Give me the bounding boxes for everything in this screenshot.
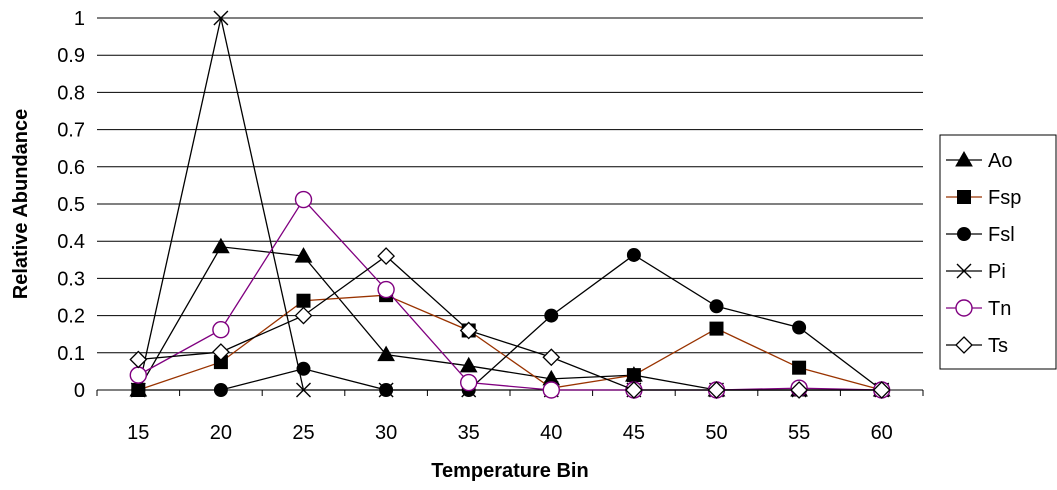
legend-marker bbox=[957, 227, 971, 241]
legend-items: Ao Fsp Fsl Pi Tn Ts bbox=[946, 150, 1021, 357]
y-tick-label: 0.9 bbox=[57, 45, 85, 67]
series-fsl bbox=[131, 247, 889, 397]
legend-marker bbox=[957, 190, 971, 204]
legend: Ao Fsp Fsl Pi Tn Ts bbox=[939, 134, 1057, 370]
legend-label: Ts bbox=[988, 335, 1008, 357]
x-tick-label: 20 bbox=[210, 422, 232, 444]
series-line bbox=[137, 246, 882, 391]
series-tn bbox=[129, 190, 891, 399]
data-point bbox=[377, 247, 396, 265]
data-point bbox=[213, 383, 228, 397]
data-point bbox=[872, 381, 891, 399]
data-point bbox=[129, 366, 148, 384]
series-line bbox=[138, 254, 883, 391]
data-point bbox=[626, 368, 641, 383]
y-tick-label: 0.3 bbox=[57, 268, 85, 290]
data-point bbox=[709, 299, 724, 314]
series-line bbox=[138, 255, 882, 391]
data-point bbox=[296, 382, 311, 398]
legend-marker bbox=[955, 150, 973, 167]
y-axis-title: Relative Abundance bbox=[10, 109, 32, 299]
data-point bbox=[707, 381, 726, 399]
legend-marker bbox=[955, 299, 973, 317]
data-point bbox=[294, 247, 313, 263]
series-layer bbox=[129, 10, 891, 399]
data-point bbox=[460, 373, 478, 392]
data-point bbox=[790, 381, 809, 399]
series-ao bbox=[129, 237, 891, 397]
y-tick-label: 0 bbox=[74, 380, 85, 402]
legend-marker bbox=[956, 263, 972, 279]
x-tick-label: 55 bbox=[788, 422, 810, 444]
legend-label: Tn bbox=[988, 298, 1011, 320]
x-tick-label: 35 bbox=[458, 422, 480, 444]
y-tick-label: 0.5 bbox=[57, 194, 85, 216]
series-line bbox=[138, 294, 882, 391]
x-tick-label: 40 bbox=[540, 422, 562, 444]
legend-marker bbox=[955, 336, 973, 354]
x-tick-label: 60 bbox=[871, 422, 893, 444]
x-tick-label: 15 bbox=[127, 422, 149, 444]
data-point bbox=[542, 381, 560, 399]
data-point bbox=[377, 345, 395, 362]
legend-item: Pi bbox=[946, 261, 1006, 283]
x-tick-label: 30 bbox=[375, 422, 397, 444]
legend-label: Ao bbox=[988, 150, 1012, 172]
y-axis-ticks: 0 0.1 0.2 0.3 0.4 0.5 0.6 0.7 0.8 0.9 1 bbox=[57, 8, 85, 402]
legend-item: Ao bbox=[946, 150, 1012, 172]
legend-label: Fsl bbox=[988, 224, 1015, 246]
data-point bbox=[459, 356, 478, 373]
data-point bbox=[542, 348, 561, 367]
legend-label: Pi bbox=[988, 261, 1006, 283]
data-point bbox=[626, 247, 641, 262]
x-tick-label: 45 bbox=[623, 422, 645, 444]
data-point bbox=[459, 321, 478, 340]
data-point bbox=[211, 343, 230, 361]
data-point bbox=[544, 308, 559, 323]
x-axis-ticks: 15 20 25 30 35 40 45 50 55 60 bbox=[96, 390, 924, 444]
data-point bbox=[709, 321, 724, 336]
y-tick-label: 0.1 bbox=[57, 343, 85, 365]
data-point bbox=[213, 10, 229, 26]
series-fsp bbox=[131, 288, 889, 397]
y-tick-label: 0.7 bbox=[57, 120, 85, 142]
data-point bbox=[130, 382, 146, 398]
data-point bbox=[129, 350, 148, 369]
x-axis-title: Temperature Bin bbox=[431, 460, 588, 482]
data-point bbox=[296, 293, 311, 308]
legend-item: Fsp bbox=[946, 187, 1021, 209]
series-ts bbox=[129, 247, 891, 399]
x-tick-label: 50 bbox=[705, 422, 727, 444]
series-line bbox=[137, 198, 882, 391]
legend-item: Fsl bbox=[946, 224, 1015, 246]
data-point bbox=[792, 320, 807, 335]
legend-box bbox=[939, 134, 1057, 370]
legend-label: Fsp bbox=[988, 187, 1021, 209]
data-point bbox=[212, 237, 230, 254]
data-point bbox=[213, 355, 228, 370]
data-point bbox=[792, 360, 807, 375]
y-tick-label: 0.4 bbox=[57, 231, 85, 253]
data-point bbox=[624, 381, 643, 399]
data-point bbox=[378, 382, 394, 398]
y-tick-label: 0.8 bbox=[57, 82, 85, 104]
gridlines bbox=[97, 17, 923, 354]
legend-item: Tn bbox=[946, 298, 1011, 320]
data-point bbox=[294, 190, 313, 209]
data-point bbox=[212, 321, 230, 339]
data-point bbox=[294, 306, 313, 325]
y-tick-label: 1 bbox=[74, 8, 85, 30]
y-tick-label: 0.6 bbox=[57, 157, 85, 179]
x-tick-label: 25 bbox=[292, 422, 314, 444]
legend-item: Ts bbox=[946, 335, 1008, 357]
data-point bbox=[377, 280, 395, 299]
y-tick-label: 0.2 bbox=[57, 306, 85, 328]
